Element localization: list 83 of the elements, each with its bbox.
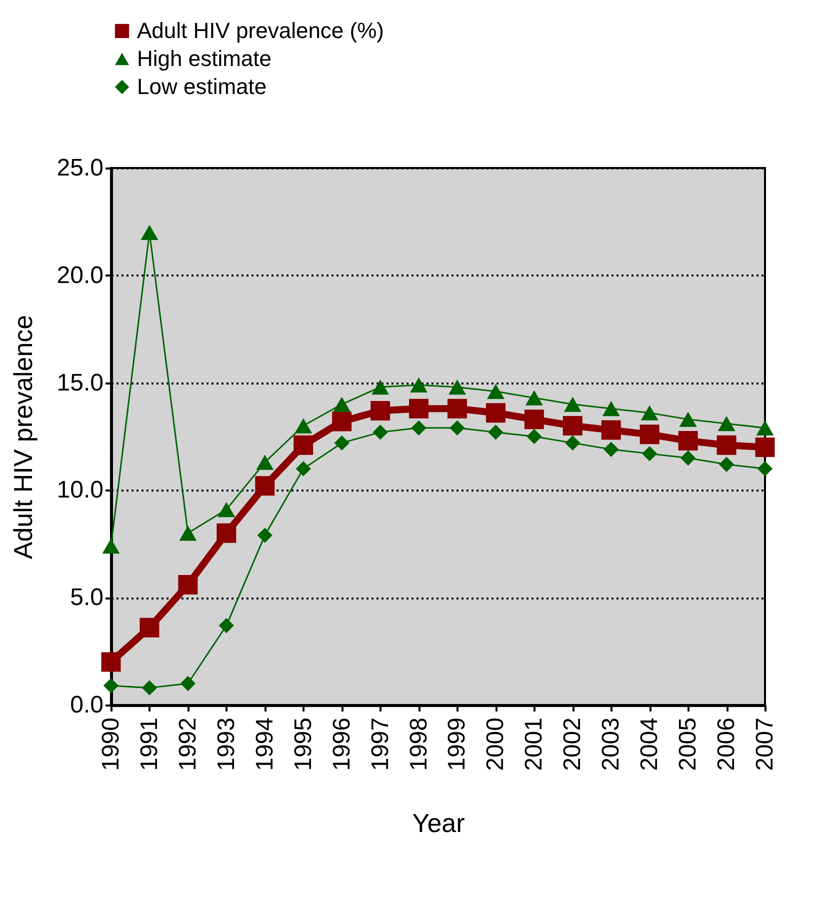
point	[448, 380, 466, 395]
point	[601, 420, 621, 440]
point	[525, 390, 543, 406]
x-tick-label: 1995	[290, 718, 317, 771]
y-axis-title: Adult HIV prevalence	[8, 314, 38, 560]
point	[640, 424, 660, 444]
point	[565, 435, 580, 451]
y-tick-label: 15.0	[56, 369, 104, 396]
point	[679, 412, 697, 427]
point	[257, 528, 272, 543]
point	[562, 416, 582, 436]
legend-label: High estimate	[137, 46, 272, 71]
point	[718, 416, 736, 432]
point	[526, 428, 542, 444]
point	[486, 403, 506, 423]
x-tick-label: 1999	[444, 718, 471, 771]
point	[372, 380, 390, 395]
legend-label: Adult HIV prevalence (%)	[137, 18, 384, 43]
x-axis-title: Year	[412, 808, 466, 838]
point	[370, 400, 390, 420]
point	[718, 456, 734, 472]
y-tick-label: 25.0	[56, 154, 104, 182]
point	[756, 420, 774, 436]
point	[450, 420, 465, 436]
point	[333, 396, 351, 412]
point	[180, 676, 196, 692]
point	[640, 405, 658, 420]
x-tick-label: 2000	[482, 718, 510, 771]
point	[334, 435, 350, 451]
y-tick-label: 20.0	[56, 262, 104, 289]
point	[103, 678, 119, 694]
x-tick-label: 1996	[328, 718, 356, 771]
point	[604, 442, 619, 457]
point	[140, 224, 158, 240]
point	[486, 384, 504, 399]
point	[411, 420, 426, 436]
x-tick-label: 1992	[174, 718, 202, 771]
x-tick-label: 2002	[559, 718, 586, 771]
point	[101, 652, 121, 672]
point	[216, 523, 236, 543]
point	[294, 418, 312, 434]
point	[256, 454, 274, 470]
point	[218, 502, 236, 518]
x-tick-label: 2004	[636, 718, 664, 771]
point	[409, 398, 429, 418]
point	[447, 398, 467, 418]
x-tick-label: 2003	[598, 718, 625, 771]
point	[255, 476, 275, 496]
y-tick-label: 10.0	[56, 476, 104, 504]
point	[294, 435, 314, 455]
legend-label: Low estimate	[137, 74, 267, 99]
point	[218, 618, 234, 634]
point	[488, 424, 504, 440]
point	[178, 574, 198, 594]
x-tick-label: 2005	[674, 718, 702, 771]
x-tick-label: 1991	[136, 718, 163, 771]
y-tick-label: 0.0	[70, 692, 104, 718]
x-tick-label: 1993	[212, 718, 240, 771]
x-tick-label: 2006	[713, 718, 740, 771]
y-tick-label: 5.0	[70, 584, 104, 612]
point	[142, 680, 158, 696]
x-tick-label: 1994	[251, 718, 278, 771]
x-tick-label: 1997	[366, 718, 394, 771]
x-tick-label: 1998	[405, 718, 432, 771]
point	[296, 461, 311, 476]
point	[372, 424, 388, 440]
x-tick-label: 2007	[752, 718, 778, 771]
point	[102, 538, 120, 554]
point	[410, 377, 428, 393]
x-tick-label: 1990	[98, 718, 124, 771]
point	[602, 401, 620, 416]
point	[140, 618, 160, 638]
point	[755, 437, 775, 457]
point	[564, 396, 582, 412]
point	[678, 431, 698, 451]
x-tick-label: 2001	[520, 718, 548, 771]
point	[757, 461, 773, 476]
point	[716, 435, 736, 455]
point	[332, 412, 352, 432]
point	[524, 410, 544, 430]
point	[179, 526, 197, 541]
point	[642, 446, 658, 462]
point	[680, 450, 696, 466]
